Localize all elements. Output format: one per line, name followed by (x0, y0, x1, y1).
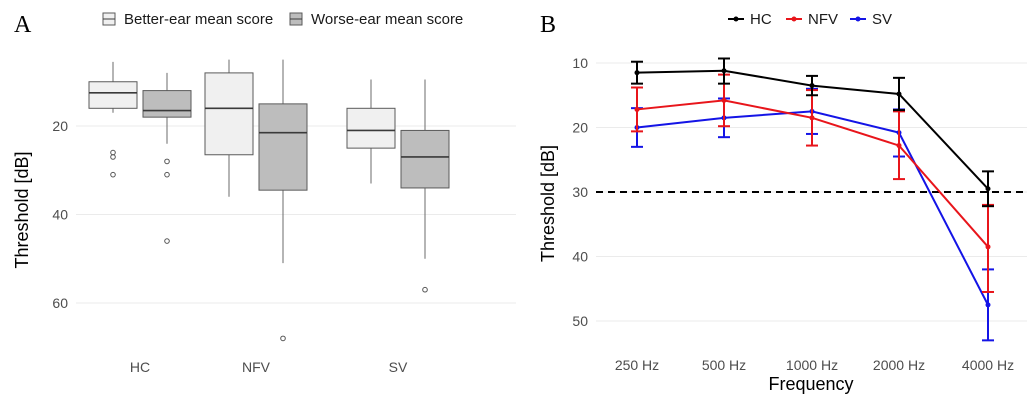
box (400, 129, 450, 189)
legend-label: Worse-ear mean score (311, 11, 463, 28)
box (346, 107, 396, 149)
data-point (985, 186, 991, 192)
box (204, 72, 254, 156)
y-tick-label: 20 (572, 120, 588, 136)
data-point (721, 97, 727, 103)
data-point (809, 115, 815, 121)
legend-label: HC (750, 11, 772, 28)
y-tick-label: 60 (52, 295, 68, 311)
data-point (721, 68, 727, 74)
x-axis-title: Frequency (768, 374, 853, 394)
outlier-point (110, 149, 116, 156)
outlier-point (164, 171, 170, 178)
y-axis-title: Threshold [dB] (538, 145, 558, 262)
legend-key-point (791, 16, 797, 22)
box (258, 103, 308, 191)
legend-label: Better-ear mean score (124, 11, 273, 28)
panel-label-b: B (540, 12, 556, 38)
legend-label: SV (872, 11, 892, 28)
y-tick-label: 30 (572, 184, 588, 200)
y-tick-label: 10 (572, 55, 588, 71)
data-point (634, 70, 640, 76)
x-tick-label: NFV (242, 359, 271, 375)
data-point (634, 106, 640, 112)
outlier-point (422, 286, 428, 293)
panel-label-a: A (14, 12, 32, 38)
y-tick-label: 40 (52, 207, 68, 223)
y-tick-label: 50 (572, 313, 588, 329)
data-point (896, 91, 902, 97)
outlier-point (110, 154, 116, 160)
outlier-point (164, 158, 170, 165)
x-tick-label: 250 Hz (615, 357, 659, 373)
x-tick-label: 2000 Hz (873, 357, 925, 373)
x-tick-label: HC (130, 359, 150, 375)
box (142, 90, 192, 118)
legend-label: NFV (808, 11, 838, 28)
x-tick-label: SV (389, 359, 408, 375)
y-tick-label: 20 (52, 118, 68, 134)
outlier-point (164, 238, 170, 244)
data-point (809, 83, 815, 89)
x-tick-label: 500 Hz (702, 357, 746, 373)
outlier-point (110, 171, 116, 178)
y-tick-label: 40 (572, 249, 588, 265)
x-tick-label: 1000 Hz (786, 357, 838, 373)
outlier-point (280, 335, 286, 342)
data-point (985, 302, 991, 308)
data-point (985, 244, 991, 250)
legend-key-point (855, 16, 861, 22)
legend-key-point (733, 16, 739, 22)
y-axis-title: Threshold [dB] (12, 151, 32, 268)
data-point (896, 143, 902, 149)
box (88, 81, 138, 109)
x-tick-label: 4000 Hz (962, 357, 1014, 373)
